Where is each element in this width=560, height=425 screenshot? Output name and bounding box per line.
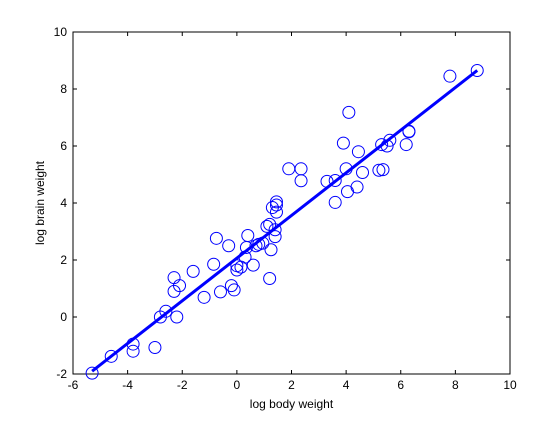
data-point — [383, 133, 397, 147]
data-point — [328, 195, 342, 209]
data-point — [269, 205, 283, 219]
data-point — [328, 173, 342, 187]
data-point — [263, 217, 277, 231]
data-point — [376, 163, 390, 177]
data-point — [350, 180, 364, 194]
y-axis: -2 0 2 4 6 8 10 — [54, 25, 510, 381]
y-tick-label: 8 — [60, 82, 67, 96]
x-tick-label: -6 — [68, 378, 79, 392]
data-point — [294, 162, 308, 176]
data-point — [269, 195, 283, 209]
data-point — [375, 138, 389, 152]
y-tick-label: 2 — [60, 253, 67, 267]
x-tick-label: 10 — [503, 378, 517, 392]
data-point — [246, 258, 260, 272]
data-point — [148, 340, 162, 354]
data-point — [209, 231, 223, 245]
x-tick-label: 8 — [452, 378, 459, 392]
x-axis: -6 -4 -2 0 2 4 6 8 10 — [68, 32, 517, 392]
data-point — [222, 239, 236, 253]
data-point — [470, 63, 484, 77]
data-point — [399, 138, 413, 152]
x-tick-label: -4 — [122, 378, 133, 392]
x-tick-label: 2 — [288, 378, 295, 392]
data-point — [224, 279, 238, 293]
data-point — [186, 264, 200, 278]
data-point — [269, 198, 283, 212]
data-point — [213, 285, 227, 299]
data-point — [264, 243, 278, 257]
data-point — [85, 366, 99, 380]
y-tick-label: 4 — [60, 196, 67, 210]
data-point — [197, 290, 211, 304]
data-point — [268, 230, 282, 244]
data-point — [249, 239, 263, 253]
y-tick-label: -2 — [56, 367, 67, 381]
x-tick-label: 4 — [343, 378, 350, 392]
y-tick-label: 0 — [60, 310, 67, 324]
y-tick-label: 6 — [60, 139, 67, 153]
x-tick-label: -2 — [177, 378, 188, 392]
data-point — [336, 136, 350, 150]
data-point — [342, 105, 356, 119]
data-point — [230, 263, 244, 277]
data-point — [207, 257, 221, 271]
data-point — [372, 163, 386, 177]
data-point — [126, 344, 140, 358]
y-tick-label: 10 — [54, 25, 68, 39]
data-point — [263, 272, 277, 286]
x-axis-label: log body weight — [250, 397, 334, 411]
y-axis-label: log brain weight — [33, 160, 47, 245]
data-point — [356, 166, 370, 180]
data-point — [104, 349, 118, 363]
x-tick-label: 0 — [234, 378, 241, 392]
regression-line — [91, 69, 479, 373]
data-point — [351, 145, 365, 159]
data-point — [170, 310, 184, 324]
data-point — [443, 69, 457, 83]
data-point — [268, 223, 282, 237]
data-point — [227, 283, 241, 297]
data-point — [241, 228, 255, 242]
data-point — [173, 279, 187, 293]
data-point — [159, 304, 173, 318]
x-tick-label: 6 — [397, 378, 404, 392]
data-point — [260, 219, 274, 233]
